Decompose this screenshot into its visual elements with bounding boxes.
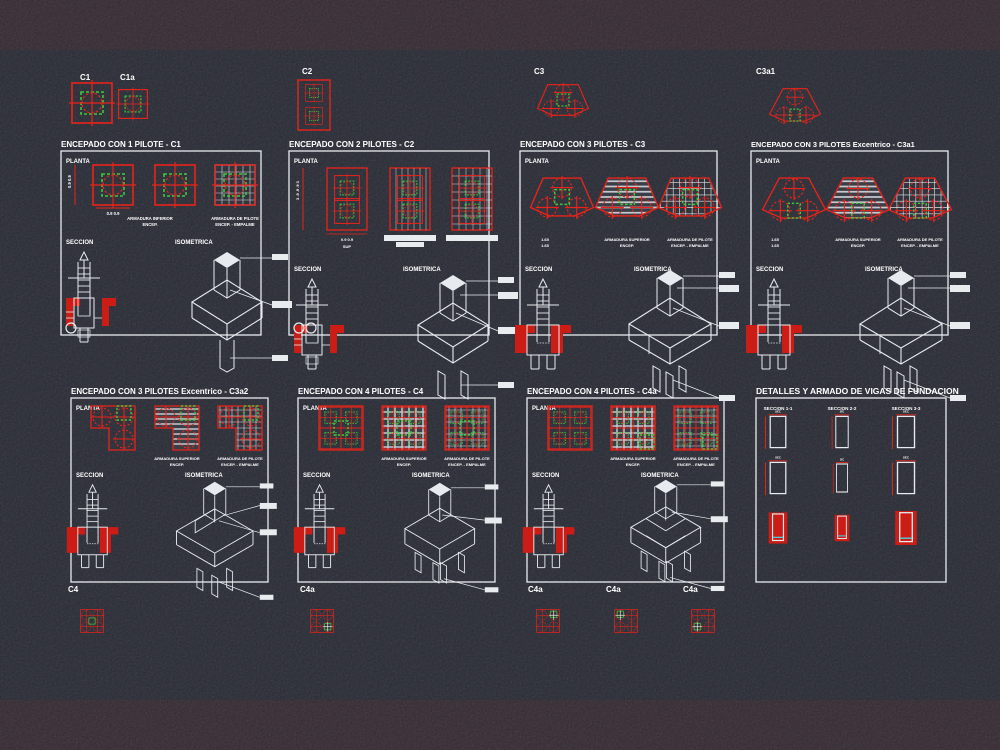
svg-text:SECCION: SECCION [525, 267, 552, 273]
svg-text:C1: C1 [80, 73, 91, 82]
svg-text:ENCEP.: ENCEP. [170, 462, 184, 467]
svg-text:SECCION: SECCION [303, 473, 330, 479]
svg-text:ARMADURA SUPERIOR: ARMADURA SUPERIOR [604, 237, 650, 242]
svg-text:1.65: 1.65 [541, 243, 550, 248]
svg-text:DETALLES Y ARMADO DE VIGAS DE: DETALLES Y ARMADO DE VIGAS DE FUNDACION [756, 386, 959, 396]
svg-text:SECCION: SECCION [76, 473, 103, 479]
svg-text:1.65: 1.65 [771, 243, 780, 248]
svg-text:SECCION: SECCION [294, 267, 321, 273]
svg-text:C2: C2 [302, 67, 313, 76]
svg-text:ENCEPADO CON 3 PILOTES Excentr: ENCEPADO CON 3 PILOTES Excentrico - C3a2 [71, 387, 249, 396]
svg-text:ARMADURA DE PILOTE: ARMADURA DE PILOTE [667, 237, 713, 242]
svg-text:ARMADURA SUPERIOR: ARMADURA SUPERIOR [154, 456, 200, 461]
svg-text:ARMADURA DE PILOTE: ARMADURA DE PILOTE [217, 456, 263, 461]
svg-text:ENCEP.: ENCEP. [626, 462, 640, 467]
svg-text:ISOMETRICA: ISOMETRICA [634, 267, 672, 273]
svg-text:ISOMETRICA: ISOMETRICA [185, 473, 223, 479]
svg-text:ENCEP.: ENCEP. [397, 462, 411, 467]
svg-text:0.9 0.9: 0.9 0.9 [107, 211, 120, 216]
svg-text:ENCEP. - EMPALME: ENCEP. - EMPALME [671, 243, 709, 248]
svg-text:ENCEP.: ENCEP. [851, 243, 865, 248]
svg-text:ARMADURA SUPERIOR: ARMADURA SUPERIOR [610, 456, 656, 461]
svg-text:ENCEPADO CON 4 PILOTES - C4a: ENCEPADO CON 4 PILOTES - C4a [527, 387, 657, 396]
svg-text:ARMADURA DE PILOTE: ARMADURA DE PILOTE [897, 237, 943, 242]
svg-text:C4a: C4a [528, 585, 543, 594]
svg-text:C3: C3 [534, 67, 545, 76]
svg-text:ISOMETRICA: ISOMETRICA [403, 267, 441, 273]
svg-text:ENCEP.: ENCEP. [620, 243, 634, 248]
svg-text:C4: C4 [68, 585, 79, 594]
svg-text:SECCION: SECCION [66, 240, 93, 246]
svg-text:ARMADURA DE PILOTE: ARMADURA DE PILOTE [673, 456, 719, 461]
svg-text:SUP: SUP [343, 244, 352, 249]
svg-text:ISOMETRICA: ISOMETRICA [175, 240, 213, 246]
svg-text:ENCEPADO CON 2 PILOTES - C2: ENCEPADO CON 2 PILOTES - C2 [289, 140, 415, 149]
svg-text:SECCION: SECCION [756, 267, 783, 273]
svg-text:ARMADURA DE PILOTE: ARMADURA DE PILOTE [211, 216, 259, 221]
svg-text:ENCEP. - EMPALME: ENCEP. - EMPALME [215, 222, 255, 227]
svg-text:ISOMETRICA: ISOMETRICA [641, 473, 679, 479]
svg-text:ENCEP.: ENCEP. [142, 222, 157, 227]
svg-text:C3a1: C3a1 [756, 67, 776, 76]
svg-text:PLANTA: PLANTA [756, 159, 781, 165]
svg-text:C4a: C4a [683, 585, 698, 594]
svg-text:C4a: C4a [300, 585, 315, 594]
svg-text:ENCEP. - EMPALME: ENCEP. - EMPALME [448, 462, 486, 467]
svg-text:ENCEP. - EMPALME: ENCEP. - EMPALME [221, 462, 259, 467]
svg-text:ARMADURA INFERIOR: ARMADURA INFERIOR [127, 216, 173, 221]
svg-text:PLANTA: PLANTA [66, 159, 91, 165]
svg-text:ENCEP. - EMPALME: ENCEP. - EMPALME [677, 462, 715, 467]
svg-text:0.9 0.9: 0.9 0.9 [341, 237, 354, 242]
svg-text:PLANTA: PLANTA [294, 159, 319, 165]
svg-text:C4a: C4a [606, 585, 621, 594]
svg-text:ISOMETRICA: ISOMETRICA [865, 267, 903, 273]
svg-text:ENCEPADO CON 1 PILOTE - C1: ENCEPADO CON 1 PILOTE - C1 [61, 140, 181, 149]
svg-text:1.65: 1.65 [541, 237, 550, 242]
svg-text:ISOMETRICA: ISOMETRICA [412, 473, 450, 479]
svg-text:ENCEP. - EMPALME: ENCEP. - EMPALME [901, 243, 939, 248]
svg-text:3 .9 .9 .9 3: 3 .9 .9 .9 3 [295, 180, 300, 200]
svg-text:1.65: 1.65 [771, 237, 780, 242]
svg-text:ENCEPADO CON 3 PILOTES Excentr: ENCEPADO CON 3 PILOTES Excentrico - C3a1 [751, 140, 915, 149]
svg-text:ENCEPADO CON 4 PILOTES - C4: ENCEPADO CON 4 PILOTES - C4 [298, 387, 424, 396]
svg-text:ENCEPADO CON 3 PILOTES - C3: ENCEPADO CON 3 PILOTES - C3 [520, 140, 646, 149]
svg-text:PLANTA: PLANTA [525, 159, 550, 165]
svg-text:0.9 0.9: 0.9 0.9 [67, 175, 72, 188]
svg-text:SECCION: SECCION [532, 473, 559, 479]
svg-text:ARMADURA DE PILOTE: ARMADURA DE PILOTE [444, 456, 490, 461]
svg-text:ARMADURA SUPERIOR: ARMADURA SUPERIOR [835, 237, 881, 242]
svg-text:ARMADURA SUPERIOR: ARMADURA SUPERIOR [381, 456, 427, 461]
svg-text:C1a: C1a [120, 73, 135, 82]
